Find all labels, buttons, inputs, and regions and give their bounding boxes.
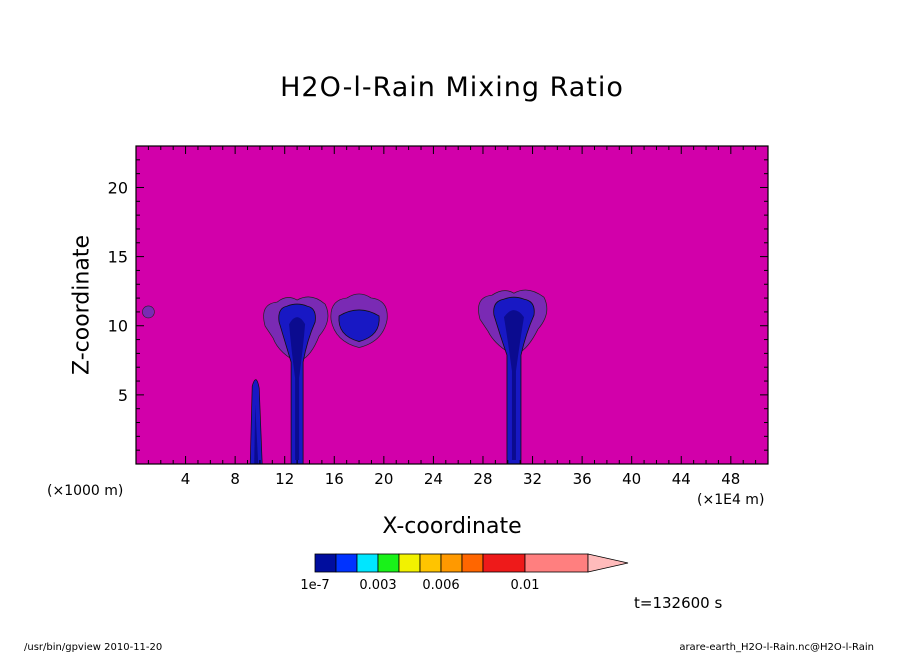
x-tick-label-12: 12	[275, 470, 294, 488]
x-tick-label-32: 32	[523, 470, 542, 488]
colorbar-swatch-5	[419, 553, 442, 573]
footer-left: /usr/bin/gpview 2010-11-20	[24, 642, 163, 653]
colorbar: 1e-7 0.003 0.006 0.01	[300, 553, 629, 593]
colorbar-swatch-4	[398, 553, 421, 573]
feature-storm-cell-3-core	[503, 310, 524, 460]
x-tick-label-8: 8	[230, 470, 240, 488]
timestamp-label: t=132600 s	[634, 594, 723, 612]
colorbar-label-0: 1e-7	[300, 578, 329, 593]
y-tick-label-20: 20	[108, 178, 128, 197]
colorbar-swatch-9	[524, 553, 589, 573]
plot-frame	[135, 145, 769, 465]
y-axis-label: Z-coordinate	[69, 235, 95, 375]
x-tick-label-20: 20	[374, 470, 393, 488]
x-tick-label-16: 16	[325, 470, 344, 488]
plot-area	[136, 146, 768, 464]
colorbar-label-1: 0.003	[359, 578, 396, 593]
chart-title: H2O-l-Rain Mixing Ratio	[280, 72, 624, 103]
colorbar-swatch-8	[482, 553, 526, 573]
footer-right: arare-earth_H2O-l-Rain.nc@H2O-l-Rain	[679, 642, 874, 653]
x-tick-label-4: 4	[181, 470, 191, 488]
feature-narrow-column-core	[254, 404, 259, 464]
x-axis-label: X-coordinate	[382, 514, 522, 539]
colorbar-swatch-3	[377, 553, 400, 573]
feature-narrow-column	[249, 379, 263, 465]
rain-features	[142, 289, 548, 465]
x-tick-label-48: 48	[721, 470, 740, 488]
colorbar-swatch-7	[461, 553, 484, 573]
x-tick-label-24: 24	[424, 470, 443, 488]
colorbar-swatch-6	[440, 553, 463, 573]
y-tick-label-5: 5	[118, 386, 128, 405]
colorbar-swatch-0	[314, 553, 337, 573]
colorbar-swatch-1	[335, 553, 358, 573]
y-tick-label-15: 15	[108, 248, 128, 267]
colorbar-label-3: 0.01	[511, 578, 540, 593]
feature-storm-cell-2-body	[338, 309, 380, 342]
feature-small-cell	[142, 305, 155, 319]
feature-storm-cell-2	[330, 293, 388, 348]
x-tick-label-40: 40	[622, 470, 641, 488]
colorbar-label-2: 0.006	[422, 578, 459, 593]
feature-storm-cell-3	[478, 289, 548, 465]
colorbar-swatch-2	[356, 553, 379, 573]
y-tick-label-10: 10	[108, 317, 128, 336]
x-tick-label-44: 44	[672, 470, 691, 488]
feature-storm-cell-1-core	[289, 317, 306, 460]
x-unit-right: (×1E4 m)	[697, 492, 765, 508]
x-tick-label-28: 28	[473, 470, 492, 488]
colorbar-arrow	[587, 553, 629, 573]
feature-storm-cell-1	[263, 296, 329, 465]
x-unit-left: (×1000 m)	[47, 483, 124, 499]
x-tick-label-36: 36	[573, 470, 592, 488]
